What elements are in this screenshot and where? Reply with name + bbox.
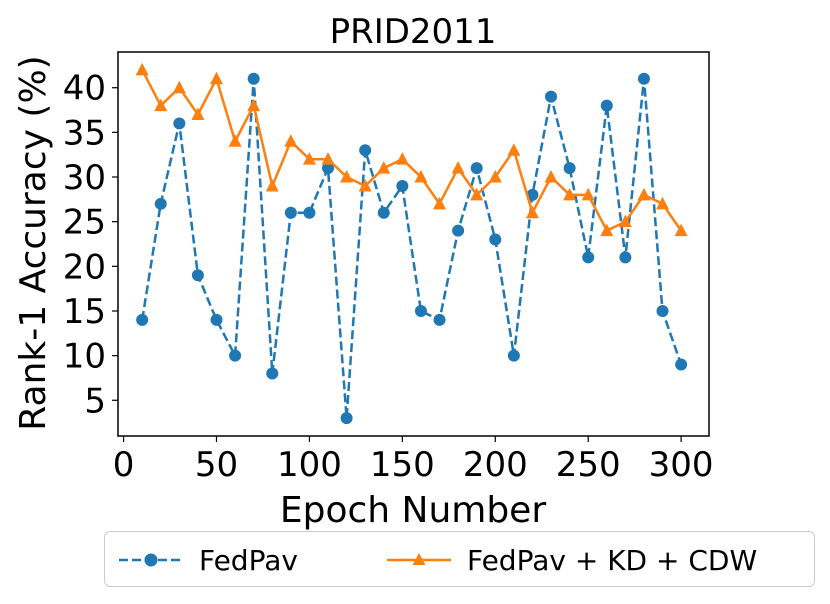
data-point [377, 206, 390, 219]
data-point [265, 178, 279, 192]
data-point [637, 187, 651, 201]
data-point [489, 233, 502, 246]
y-tick-label: 20 [63, 247, 106, 287]
legend-swatch-fedpav [119, 553, 183, 567]
data-point [210, 71, 223, 85]
y-axis-label: Rank-1 Accuracy (%) [13, 55, 54, 430]
data-point [451, 161, 465, 174]
data-point [656, 196, 670, 210]
legend-item-fedpav: FedPav [117, 532, 298, 588]
data-point [191, 107, 205, 121]
data-point [359, 144, 372, 157]
data-point [172, 80, 186, 94]
data-point [637, 72, 650, 85]
data-point [377, 161, 391, 174]
data-point [340, 412, 353, 425]
data-point [600, 99, 613, 112]
data-point [303, 206, 316, 219]
legend-label-fedpav-kd-cdw: FedPav + KD + CDW [467, 543, 758, 577]
data-point [675, 358, 688, 371]
x-tick-label: 50 [195, 445, 238, 485]
data-point [395, 152, 409, 165]
data-point [247, 98, 261, 112]
legend-swatch-fedpav-kd-cdw [387, 553, 451, 565]
data-point [135, 62, 149, 76]
data-point [321, 152, 335, 165]
data-point [470, 162, 483, 175]
data-point [507, 143, 521, 156]
y-tick-label: 30 [63, 158, 106, 198]
x-tick-label: 300 [649, 445, 714, 485]
data-point [563, 187, 577, 201]
x-tick-label: 0 [113, 445, 135, 485]
legend-item-fedpav-kd-cdw: FedPav + KD + CDW [385, 532, 757, 588]
data-point [210, 313, 223, 326]
x-tick-label: 200 [463, 445, 528, 485]
y-tick-label: 10 [63, 337, 106, 377]
data-point [302, 152, 316, 165]
plot-frame [117, 51, 710, 437]
data-point [229, 349, 242, 362]
data-point [619, 251, 632, 264]
data-point [674, 223, 688, 237]
data-point [525, 205, 539, 219]
series-fedpav [136, 72, 688, 425]
x-tick-label: 100 [277, 445, 342, 485]
data-point [582, 251, 595, 264]
data-point [154, 98, 168, 112]
data-point [452, 224, 465, 237]
y-tick-label: 40 [63, 69, 106, 109]
y-tick-label: 5 [84, 381, 106, 421]
data-point [526, 188, 539, 201]
data-point [581, 187, 595, 201]
data-point [563, 162, 576, 175]
data-point [191, 269, 204, 282]
data-point [396, 179, 409, 192]
data-point [545, 90, 558, 103]
data-point [470, 187, 484, 201]
data-point [618, 214, 632, 228]
data-point [414, 304, 427, 317]
series-line [140, 77, 683, 420]
data-point [284, 134, 298, 147]
data-point [154, 197, 167, 210]
y-tick-label: 35 [63, 113, 106, 153]
data-point [488, 170, 502, 183]
x-tick-label: 250 [556, 445, 621, 485]
series-line [141, 69, 683, 232]
data-point [544, 170, 558, 183]
chart-legend: FedPav FedPav + KD + CDW [104, 531, 815, 587]
data-point [433, 196, 447, 210]
data-point [414, 170, 428, 183]
data-point [433, 313, 446, 326]
data-point [340, 170, 354, 183]
x-tick-label: 150 [370, 445, 435, 485]
data-point [247, 72, 260, 85]
y-tick-label: 15 [63, 292, 106, 332]
data-point [266, 367, 279, 380]
x-axis-label: Epoch Number [280, 490, 546, 531]
data-point [173, 117, 186, 130]
data-point [600, 223, 614, 237]
data-point [358, 178, 372, 192]
series-layer [135, 62, 688, 425]
chart-title: PRID2011 [330, 12, 497, 52]
data-point [507, 349, 520, 362]
y-tick-label: 25 [63, 203, 106, 243]
data-point [136, 313, 149, 326]
series-fedpav-kd-cdw [135, 62, 688, 237]
data-point [284, 206, 297, 219]
legend-label-fedpav: FedPav [199, 543, 298, 577]
data-point [656, 304, 669, 317]
data-point [228, 134, 242, 147]
data-point [322, 162, 335, 175]
